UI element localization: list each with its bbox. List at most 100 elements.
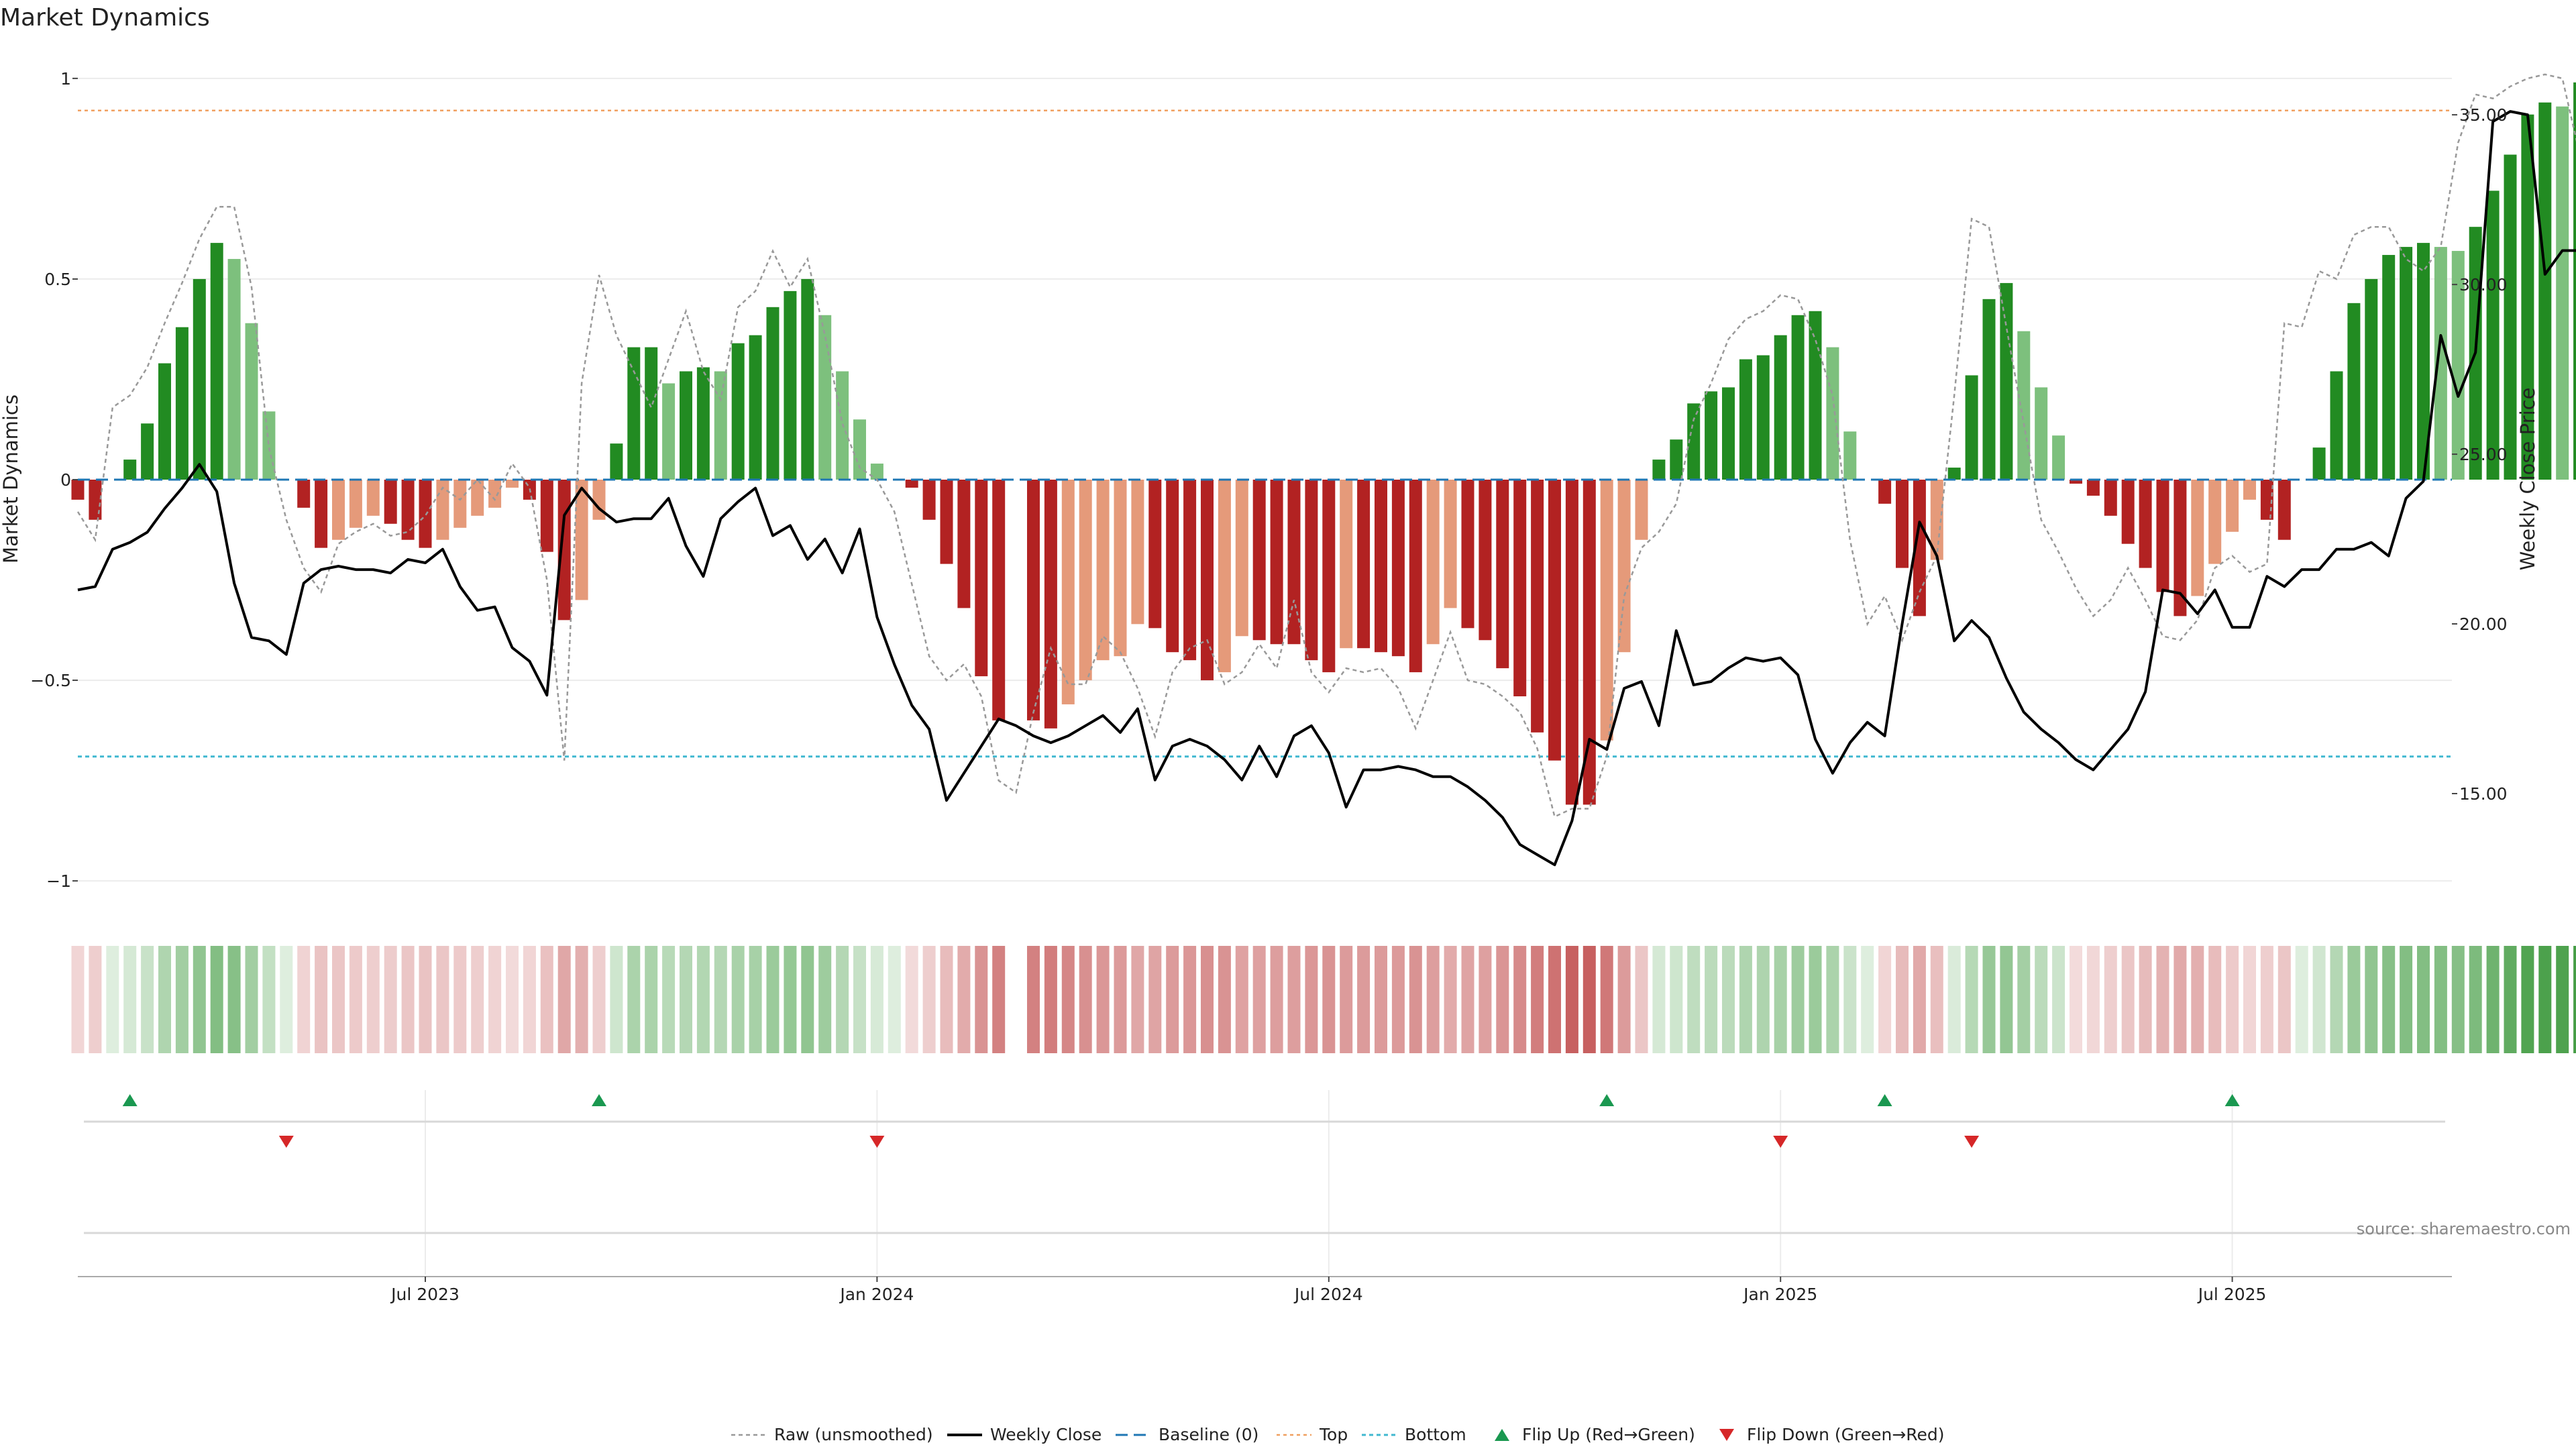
heat-cell [106, 946, 119, 1053]
heat-cell [1391, 946, 1405, 1053]
dynamics-bar [1826, 347, 1839, 480]
heat-cell [975, 946, 988, 1053]
dynamics-bar [2191, 480, 2204, 596]
flip-down-marker [1964, 1136, 1980, 1148]
dynamics-bar [2556, 106, 2569, 480]
heat-cell [1756, 946, 1770, 1053]
dynamics-bar [2000, 282, 2013, 480]
flip-up-marker [2224, 1094, 2240, 1106]
heat-cell [158, 946, 171, 1053]
heat-cell [1183, 946, 1197, 1053]
dynamics-bar [506, 480, 519, 488]
dynamics-bar [714, 371, 727, 480]
dynamics-bar [2312, 447, 2326, 480]
dynamics-bar [1774, 335, 1787, 480]
y-tick-label: 0.5 [44, 270, 71, 289]
dynamics-bar [1687, 403, 1701, 480]
heat-cell [488, 946, 502, 1053]
flip-up-marker [122, 1094, 138, 1106]
dynamics-bar [1843, 431, 1857, 480]
heat-cell [2417, 946, 2430, 1053]
heat-cell [905, 946, 918, 1053]
dynamics-bar [2538, 102, 2552, 480]
raw-series-line [76, 73, 2576, 818]
heat-cell [2208, 946, 2222, 1053]
dynamics-bar [801, 278, 814, 480]
flip-down-marker [1773, 1136, 1788, 1148]
dynamics-bar [453, 480, 467, 528]
heat-cell [680, 946, 692, 1053]
dynamics-bar [1930, 480, 1943, 560]
dynamics-bar [1444, 480, 1457, 608]
heat-cell [2260, 946, 2273, 1053]
dynamics-bar [1322, 480, 1336, 673]
heat-cell [1148, 946, 1162, 1053]
dynamics-bar [366, 480, 380, 516]
dynamics-bar [1739, 359, 1752, 480]
heat-cell [71, 946, 85, 1053]
dynamics-bar [2226, 480, 2239, 532]
heat-cell [1375, 946, 1387, 1053]
heat-cell [2469, 946, 2482, 1053]
heat-cell [401, 946, 415, 1053]
heat-cell [1270, 946, 1283, 1053]
heat-cell [2556, 946, 2569, 1053]
heat-cell [627, 946, 641, 1053]
dynamics-bar [645, 347, 658, 480]
x-axis: Jul 2023 Jan 2024 Jul 2024 Jan 2025 Jul 2025 [78, 1276, 2452, 1304]
heat-cell [1878, 946, 1892, 1053]
dynamics-bar [2156, 480, 2169, 592]
dynamics-bar [349, 480, 362, 528]
dynamics-bar [1044, 480, 1057, 729]
dynamics-bar [1705, 391, 1718, 480]
legend-label-baseline: Baseline (0) [1159, 1425, 1258, 1444]
dynamics-bar [1496, 480, 1509, 669]
heat-cell [1930, 946, 1943, 1053]
dynamics-bars [71, 82, 2576, 805]
dynamics-bar [680, 371, 692, 480]
dynamics-bar [1722, 387, 1735, 480]
heat-cell [89, 946, 102, 1053]
heat-cell [714, 946, 727, 1053]
dynamics-bar [731, 343, 745, 480]
x-tick-label: Jul 2024 [1293, 1285, 1363, 1304]
heat-cell [818, 946, 832, 1053]
heat-cell [1531, 946, 1544, 1053]
dynamics-bar [940, 480, 953, 564]
dynamics-bar [1982, 299, 1996, 480]
heat-cell [1687, 946, 1701, 1053]
y-tick-label: 0 [60, 470, 71, 490]
dynamics-bar [1235, 480, 1248, 637]
y-axis-label: Market Dynamics [0, 394, 22, 564]
dynamics-bar [193, 278, 206, 480]
dynamics-bar [1617, 480, 1631, 653]
dynamics-bar [1878, 480, 1892, 504]
heat-cell [662, 946, 676, 1053]
heat-cell [2365, 946, 2378, 1053]
heat-cell [1131, 946, 1144, 1053]
dynamics-bar [1513, 480, 1527, 696]
dynamics-bar [922, 480, 936, 520]
dynamics-bar [1183, 480, 1197, 661]
dynamics-bar [957, 480, 971, 608]
heat-cell [471, 946, 484, 1053]
heat-cell [523, 946, 536, 1053]
legend-label-flip-up: Flip Up (Red→Green) [1522, 1425, 1695, 1444]
heat-cell [784, 946, 797, 1053]
heat-cell [1426, 946, 1440, 1053]
dynamics-bar [2434, 247, 2447, 480]
y2-tick-label: 35.00 [2459, 105, 2508, 125]
heat-cell [245, 946, 258, 1053]
dynamics-bar [627, 347, 641, 480]
dynamics-bar [2330, 371, 2343, 480]
flip-up-marker [1599, 1094, 1615, 1106]
dynamics-bar [1305, 480, 1318, 661]
dynamics-bar [1340, 480, 1353, 649]
heat-cell [1861, 946, 1874, 1053]
dynamics-bar [1548, 480, 1561, 761]
dynamics-bar [1635, 480, 1648, 540]
dynamics-bar [1287, 480, 1301, 645]
dynamics-bar [1809, 311, 1822, 480]
heat-cell [384, 946, 397, 1053]
heat-cell [1166, 946, 1179, 1053]
